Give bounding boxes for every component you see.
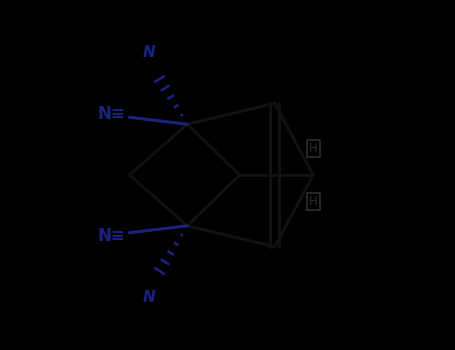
Text: H: H	[309, 142, 318, 155]
Text: N: N	[142, 290, 155, 305]
Text: N≡: N≡	[97, 226, 125, 245]
Text: H: H	[309, 195, 318, 208]
Text: N≡: N≡	[97, 105, 125, 124]
Text: N: N	[142, 45, 155, 60]
